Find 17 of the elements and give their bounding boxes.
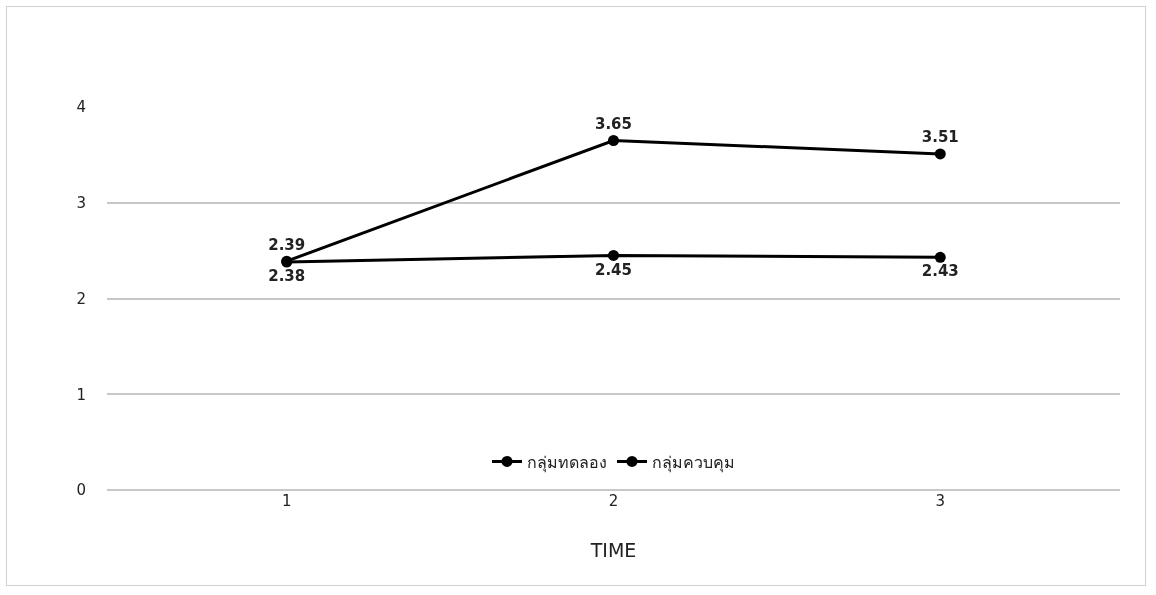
data-label: 2.39 [268, 235, 306, 254]
legend-label: กลุ่มทดลอง [527, 452, 607, 473]
y-tick-label: 0 [76, 481, 86, 500]
data-label: 2.38 [268, 267, 306, 286]
y-tick-label: 3 [76, 194, 86, 212]
data-label: 2.45 [594, 260, 633, 279]
legend-label: กลุ่มควบคุม [652, 452, 735, 473]
data-label: 2.43 [921, 262, 959, 281]
y-tick-label: 2 [76, 289, 86, 308]
x-axis-title: TIME [589, 539, 637, 561]
x-tick-label: 1 [281, 492, 292, 510]
x-tick-label: 3 [935, 492, 946, 510]
y-tick-label: 4 [76, 98, 86, 117]
y-tick-label: 1 [76, 385, 86, 404]
data-label: 3.65 [594, 114, 633, 133]
data-label: 3.51 [921, 128, 959, 147]
x-tick-label: 2 [608, 492, 619, 510]
